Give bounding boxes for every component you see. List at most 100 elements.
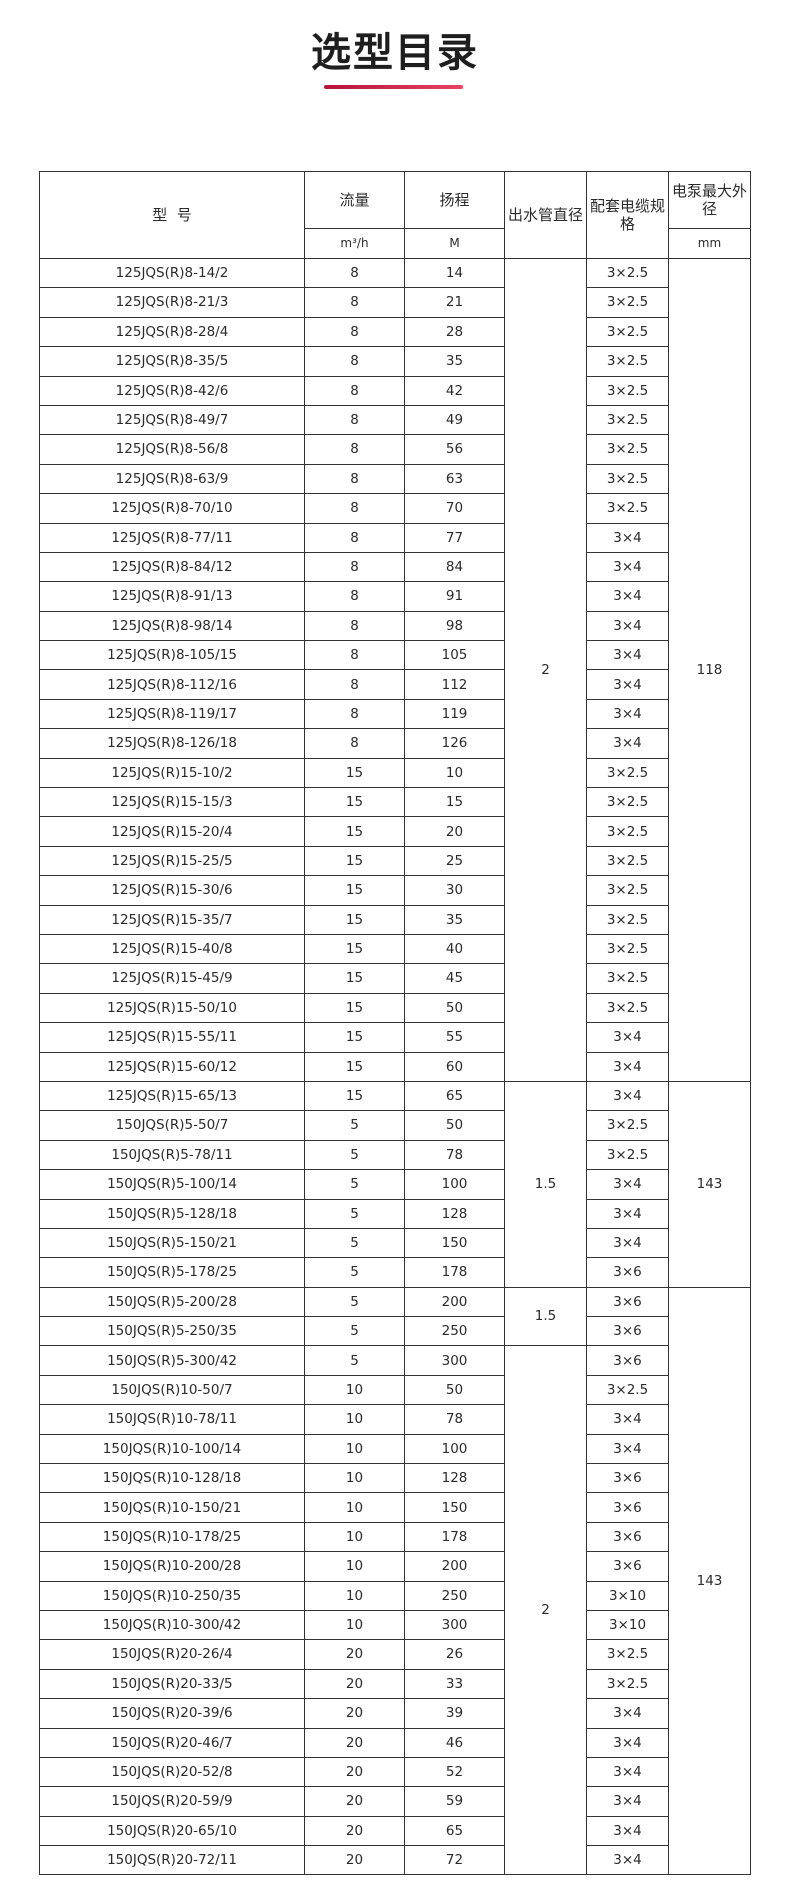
flow-cell: 10	[304, 1374, 405, 1406]
flow-cell: 5	[304, 1169, 405, 1200]
table-row: 125JQS(R)15-35/7 15 35 3×2.5	[39, 904, 751, 935]
head-cell: 250	[404, 1580, 505, 1611]
cable-cell: 3×2.5	[586, 787, 669, 818]
cable-cell: 3×6	[586, 1257, 669, 1288]
head-cell: 30	[404, 875, 505, 906]
head-cell: 65	[404, 1080, 505, 1112]
cable-cell: 3×6	[586, 1316, 669, 1347]
head-cell: 98	[404, 610, 505, 642]
flow-cell: 8	[304, 463, 405, 495]
flow-cell: 15	[304, 1022, 405, 1053]
flow-cell: 8	[304, 640, 405, 671]
head-cell: 78	[404, 1139, 505, 1171]
flow-cell: 15	[304, 787, 405, 818]
flow-cell: 8	[304, 728, 405, 759]
head-cell: 10	[404, 757, 505, 789]
cable-cell: 3×6	[586, 1286, 669, 1318]
model-cell: 125JQS(R)15-20/4	[39, 816, 305, 847]
table-row: 125JQS(R)15-15/3 15 15 3×2.5	[39, 787, 751, 818]
flow-cell: 5	[304, 1110, 405, 1141]
outlet-cell: 1.5	[504, 1286, 587, 1347]
cable-cell: 3×4	[586, 640, 669, 671]
head-cell: 300	[404, 1345, 505, 1376]
table-row: 150JQS(R)10-78/11 10 78 3×4	[39, 1404, 751, 1435]
flow-cell: 5	[304, 1139, 405, 1171]
cable-cell: 3×4	[586, 581, 669, 612]
flow-cell: 15	[304, 1051, 405, 1082]
head-cell: 63	[404, 463, 505, 495]
cable-cell: 3×4	[586, 1022, 669, 1053]
table-row: 125JQS(R)8-21/3 8 21 3×2.5	[39, 287, 751, 318]
head-cell: 128	[404, 1463, 505, 1494]
model-cell: 125JQS(R)15-55/11	[39, 1022, 305, 1053]
cable-cell: 3×4	[586, 669, 669, 700]
table-row: 125JQS(R)8-28/4 8 28 3×2.5	[39, 316, 751, 348]
model-cell: 150JQS(R)5-178/25	[39, 1257, 305, 1288]
diameter-cell-value: 143	[696, 1572, 723, 1589]
table-row: 125JQS(R)15-60/12 15 60 3×4	[39, 1051, 751, 1082]
model-cell: 125JQS(R)8-84/12	[39, 551, 305, 583]
head-cell: 119	[404, 698, 505, 730]
model-cell: 150JQS(R)10-100/14	[39, 1433, 305, 1465]
table-row: 150JQS(R)10-200/28 10 200 3×6	[39, 1551, 751, 1582]
cable-cell: 3×2.5	[586, 904, 669, 935]
model-cell: 150JQS(R)5-150/21	[39, 1227, 305, 1259]
table-row: 125JQS(R)8-112/16 8 112 3×4	[39, 669, 751, 700]
head-cell: 128	[404, 1198, 505, 1229]
flow-cell: 8	[304, 404, 405, 436]
table-row: 150JQS(R)5-250/35 5 250 3×6	[39, 1316, 751, 1347]
outlet-cell-value: 2	[541, 1602, 550, 1619]
flow-cell: 20	[304, 1639, 405, 1670]
selection-table: 型 号 流量 扬程 出水管直径 配套电缆规格 电泵最大外径 m³/h M mm …	[39, 171, 751, 1876]
head-cell: 35	[404, 904, 505, 935]
outlet-cell: 2	[504, 258, 587, 1082]
table-body: 125JQS(R)8-14/2 8 14 2 3×2.5 118 125JQS(R)8-21…	[39, 257, 751, 1876]
flow-cell: 10	[304, 1521, 405, 1553]
flow-cell: 8	[304, 434, 405, 465]
head-cell: 46	[404, 1727, 505, 1758]
flow-cell: 10	[304, 1404, 405, 1435]
flow-cell: 8	[304, 610, 405, 642]
head-cell: 14	[404, 257, 505, 289]
model-cell: 125JQS(R)15-50/10	[39, 992, 305, 1024]
outlet-cell-value: 1.5	[534, 1176, 557, 1193]
flow-cell: 8	[304, 581, 405, 612]
flow-cell: 8	[304, 669, 405, 700]
cable-cell: 3×6	[586, 1463, 669, 1494]
head-cell: 50	[404, 992, 505, 1024]
flow-cell: 10	[304, 1551, 405, 1582]
table-row: 150JQS(R)20-33/5 20 33 3×2.5	[39, 1668, 751, 1700]
cable-cell: 3×4	[586, 1845, 669, 1876]
table-row: 150JQS(R)10-300/42 10 300 3×10	[39, 1609, 751, 1641]
flow-cell: 10	[304, 1433, 405, 1465]
flow-cell: 15	[304, 757, 405, 789]
head-cell: 33	[404, 1668, 505, 1700]
cable-cell: 3×4	[586, 610, 669, 642]
table-row: 125JQS(R)15-20/4 15 20 3×2.5	[39, 816, 751, 847]
header-diameter-unit: mm	[668, 228, 751, 259]
cable-cell: 3×4	[586, 1169, 669, 1200]
model-cell: 125JQS(R)15-35/7	[39, 904, 305, 935]
table-row: 125JQS(R)15-65/13 15 65 1.5 3×4 143	[39, 1080, 751, 1288]
head-cell: 45	[404, 963, 505, 994]
model-cell: 125JQS(R)15-60/12	[39, 1051, 305, 1082]
cable-cell: 3×6	[586, 1551, 669, 1582]
table-row: 125JQS(R)8-105/15 8 105 3×4	[39, 640, 751, 671]
flow-cell: 15	[304, 963, 405, 994]
flow-cell: 20	[304, 1756, 405, 1788]
cable-cell: 3×4	[586, 698, 669, 730]
cable-cell: 3×6	[586, 1492, 669, 1523]
cable-cell: 3×2.5	[586, 757, 669, 789]
cable-cell: 3×2.5	[586, 1139, 669, 1171]
model-cell: 150JQS(R)20-52/8	[39, 1756, 305, 1788]
header-head: 扬程	[404, 171, 505, 229]
model-cell: 150JQS(R)5-78/11	[39, 1139, 305, 1171]
outlet-cell: 1.5	[504, 1080, 587, 1288]
model-cell: 150JQS(R)20-59/9	[39, 1786, 305, 1817]
table-row: 125JQS(R)15-10/2 15 10 3×2.5	[39, 757, 751, 789]
model-cell: 150JQS(R)5-250/35	[39, 1316, 305, 1347]
table-row: 125JQS(R)15-25/5 15 25 3×2.5	[39, 845, 751, 877]
cable-cell: 3×2.5	[586, 1110, 669, 1141]
table-row: 125JQS(R)15-50/10 15 50 3×2.5	[39, 992, 751, 1024]
header-head-unit: M	[404, 228, 505, 259]
